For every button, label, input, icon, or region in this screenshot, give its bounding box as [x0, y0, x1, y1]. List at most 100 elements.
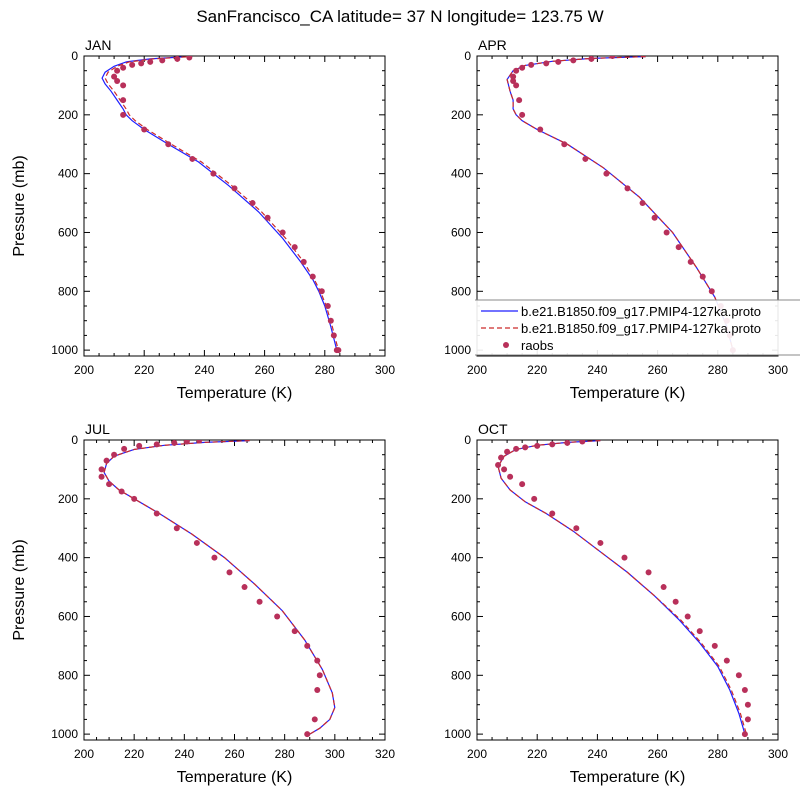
- raobs-point: [291, 244, 298, 251]
- raobs-point: [510, 73, 517, 80]
- raobs-point: [111, 73, 118, 80]
- raobs-point: [147, 58, 154, 65]
- raobs-point: [561, 141, 568, 148]
- panel-title: JUL: [85, 421, 110, 437]
- x-tick-label: 300: [325, 747, 345, 761]
- raobs-point: [171, 440, 178, 446]
- raobs-point: [522, 444, 529, 451]
- raobs-point: [711, 642, 718, 649]
- x-tick-label: 240: [587, 363, 607, 377]
- raobs-point: [588, 56, 595, 62]
- y-tick-label: 600: [58, 225, 78, 239]
- raobs-point: [531, 495, 538, 502]
- raobs-point: [327, 317, 334, 324]
- y-tick-label: 200: [58, 492, 78, 506]
- raobs-point: [264, 214, 271, 221]
- raobs-point: [744, 701, 751, 708]
- x-tick-label: 280: [275, 747, 295, 761]
- series-model-dashed-line: [103, 440, 336, 735]
- raobs-point: [226, 569, 233, 576]
- x-axis-title: Temperature (K): [570, 769, 686, 786]
- x-axis-title: Temperature (K): [177, 385, 293, 402]
- panels: JAN 200 220 240 260 280 300 0 200 400 600 800 1000 Te…: [11, 37, 788, 786]
- raobs-point: [564, 440, 571, 446]
- raobs-point: [114, 78, 121, 84]
- y-tick-label: 600: [451, 225, 471, 239]
- plot-area: [98, 440, 336, 738]
- raobs-point: [543, 60, 550, 67]
- raobs-point: [241, 584, 248, 591]
- legend-label: b.e21.B1850.f09_g17.PMIP4-127ka.proto: [521, 321, 761, 336]
- raobs-point: [136, 442, 143, 449]
- x-tick-label: 220: [134, 363, 154, 377]
- raobs-point: [138, 60, 145, 67]
- raobs-point: [579, 440, 586, 445]
- raobs-point: [309, 273, 316, 280]
- x-tick-label: 320: [375, 747, 395, 761]
- raobs-point: [549, 441, 556, 448]
- plot-area: [101, 56, 342, 354]
- raobs-point: [597, 539, 604, 546]
- raobs-point: [723, 657, 730, 664]
- raobs-point: [311, 716, 318, 723]
- raobs-point: [672, 598, 679, 605]
- y-tick-label: 0: [464, 49, 471, 63]
- x-tick-label: 260: [648, 363, 668, 377]
- raobs-point: [516, 97, 523, 104]
- legend-background: [475, 300, 800, 355]
- raobs-point: [675, 244, 682, 251]
- raobs-point: [549, 510, 556, 517]
- raobs-point: [603, 170, 610, 177]
- plot-area: [495, 440, 751, 738]
- x-tick-label: 200: [74, 747, 94, 761]
- x-tick-label: 200: [467, 363, 487, 377]
- raobs-point: [537, 126, 544, 133]
- raobs-point: [210, 170, 217, 177]
- raobs-point: [519, 111, 526, 118]
- x-tick-label: 220: [527, 363, 547, 377]
- raobs-point: [513, 82, 520, 89]
- panel-jul: JUL 200 220 240 260 280 300 320 0 200 400 600 800 100…: [11, 421, 395, 786]
- raobs-point: [555, 58, 562, 65]
- legend-label: raobs: [521, 338, 554, 353]
- raobs-point: [131, 495, 138, 502]
- y-tick-label: 800: [58, 284, 78, 298]
- y-tick-label: 600: [451, 609, 471, 623]
- x-tick-label: 240: [174, 747, 194, 761]
- y-tick-label: 400: [451, 551, 471, 565]
- y-tick-label: 0: [464, 433, 471, 447]
- y-tick-label: 0: [71, 49, 78, 63]
- raobs-point: [687, 258, 694, 265]
- raobs-point: [211, 554, 218, 561]
- raobs-point: [186, 56, 193, 61]
- legend-entry: b.e21.B1850.f09_g17.PMIP4-127ka.proto: [481, 321, 761, 336]
- y-tick-label: 1000: [444, 343, 471, 357]
- legend-dot-marker: [503, 342, 509, 348]
- raobs-point: [735, 672, 742, 679]
- raobs-point: [120, 64, 127, 71]
- legend-entry: b.e21.B1850.f09_g17.PMIP4-127ka.proto: [481, 304, 761, 319]
- x-tick-label: 220: [124, 747, 144, 761]
- panel-jan: JAN 200 220 240 260 280 300 0 200 400 600 800 1000 Te…: [11, 37, 395, 402]
- x-tick-label: 200: [467, 747, 487, 761]
- y-tick-label: 800: [451, 284, 471, 298]
- raobs-point: [324, 303, 331, 309]
- raobs-point: [624, 185, 631, 192]
- raobs-point: [507, 473, 514, 480]
- raobs-point: [501, 466, 508, 473]
- raobs-point: [645, 569, 652, 576]
- y-tick-label: 800: [451, 668, 471, 682]
- x-axis-title: Temperature (K): [570, 385, 686, 402]
- raobs-point: [510, 78, 517, 84]
- x-tick-label: 300: [375, 363, 395, 377]
- legend-label: b.e21.B1850.f09_g17.PMIP4-127ka.proto: [521, 304, 761, 319]
- raobs-point: [196, 440, 203, 443]
- raobs-point: [193, 539, 200, 546]
- raobs-point: [495, 462, 502, 468]
- figure-title: SanFrancisco_CA latitude= 37 N longitude…: [196, 7, 603, 26]
- y-axis-title: Pressure (mb): [11, 155, 28, 256]
- series-model-solid-line: [497, 440, 746, 735]
- raobs-point: [651, 214, 658, 221]
- x-tick-label: 200: [74, 363, 94, 377]
- raobs-point: [111, 451, 118, 458]
